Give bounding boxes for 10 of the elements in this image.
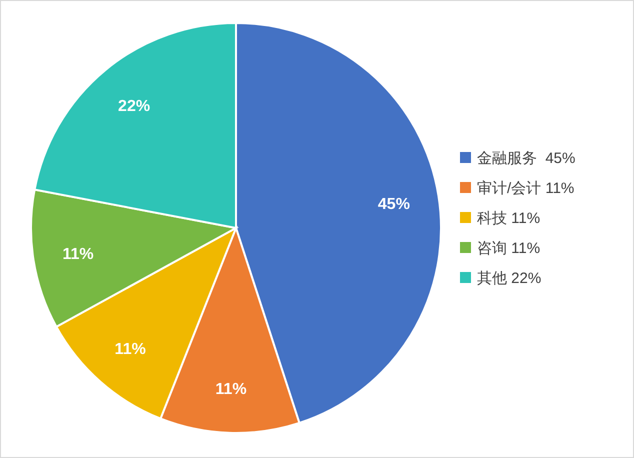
legend-label: 其他 22% [477, 270, 542, 287]
legend-label: 咨询 11% [477, 240, 540, 257]
data-label: 11% [215, 380, 247, 398]
data-label: 11% [114, 340, 146, 358]
legend-label: 科技 11% [477, 210, 540, 227]
data-label: 22% [118, 98, 150, 115]
legend-label: 审计/会计 11% [477, 180, 574, 197]
legend-label: 金融服务 45% [477, 150, 576, 167]
data-label: 45% [378, 196, 410, 213]
data-label: 11% [62, 246, 94, 264]
